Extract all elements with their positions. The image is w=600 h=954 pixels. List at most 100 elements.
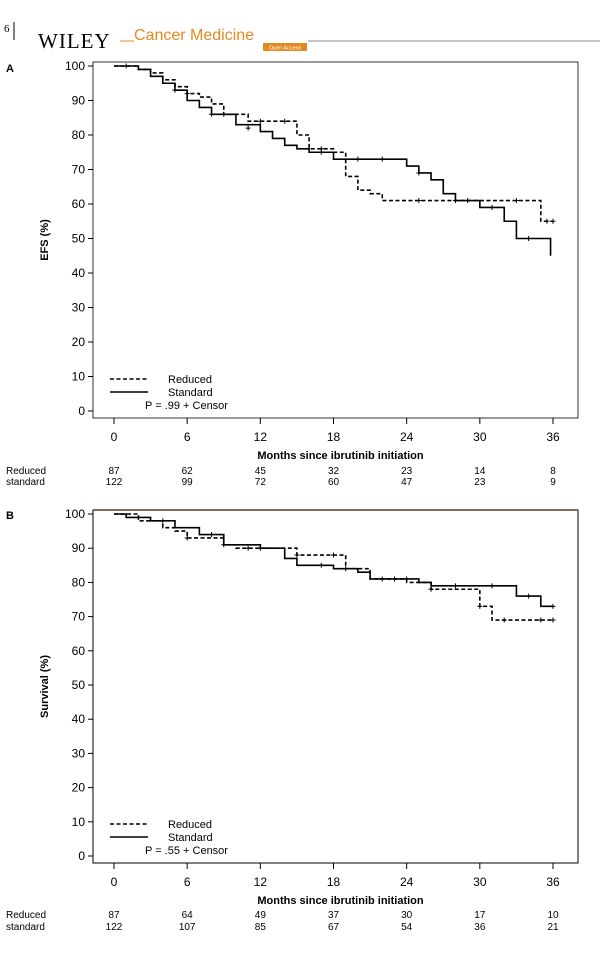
panel-a-y-tick-label: 10 bbox=[72, 370, 86, 384]
panel-a-series-standard-line bbox=[114, 65, 552, 256]
panel-a-risk-value: 62 bbox=[182, 466, 194, 477]
panel-b-series-reduced-censor bbox=[428, 586, 434, 592]
panel-b-label: B bbox=[6, 510, 14, 522]
panel-a-series-reduced-censor bbox=[416, 198, 422, 204]
panel-a-series-standard-censor bbox=[355, 156, 361, 162]
panel-b-series-standard-censor bbox=[379, 576, 385, 582]
panel-a-x-tick-label: 24 bbox=[400, 430, 414, 444]
panel-a-label: A bbox=[6, 63, 14, 75]
panel-b-risk-value: 49 bbox=[255, 910, 267, 921]
panel-a-series-reduced-censor bbox=[513, 198, 519, 204]
panel-b-x-tick-label: 6 bbox=[184, 875, 191, 889]
panel-b-x-tick-label: 30 bbox=[473, 875, 487, 889]
panel-b-series-standard-line bbox=[114, 513, 553, 608]
panel-b-x-tick-label: 12 bbox=[254, 875, 268, 889]
panel-b-risk-value: 87 bbox=[108, 910, 120, 921]
panel-b-series-reduced-censor bbox=[184, 535, 190, 541]
panel-a-x-tick-label: 6 bbox=[184, 430, 191, 444]
panel-a-series-standard-censor bbox=[465, 198, 471, 204]
panel-b-y-tick-label: 70 bbox=[72, 610, 86, 624]
panel-a-y-tick-label: 90 bbox=[72, 94, 86, 108]
panel-b-series-reduced-censor bbox=[550, 617, 556, 623]
panel-a-series-reduced-censor bbox=[544, 218, 550, 224]
panel-b-series-standard-censor bbox=[160, 518, 166, 524]
panel-a-series-reduced-censor bbox=[282, 118, 288, 124]
panel-b-plot-frame bbox=[92, 509, 579, 864]
panel-b-series-standard-censor bbox=[404, 576, 410, 582]
panel-b-series-standard-censor bbox=[209, 532, 215, 538]
panel-a-y-tick-label: 60 bbox=[72, 197, 86, 211]
panel-a-x-tick-label: 36 bbox=[546, 430, 560, 444]
panel-a-y-tick-label: 100 bbox=[65, 59, 85, 73]
panel-b-risk-value: 85 bbox=[255, 922, 267, 933]
panel-a-y-tick-label: 80 bbox=[72, 128, 86, 142]
panel-b-series-standard-censor bbox=[452, 583, 458, 589]
panel-b-risk-value: 37 bbox=[328, 910, 340, 921]
panel-a-risk-value: 9 bbox=[550, 477, 556, 488]
panel-b-y-tick-label: 60 bbox=[72, 644, 86, 658]
panel-b-y-tick-label: 90 bbox=[72, 541, 86, 555]
panel-a-series-standard-censor bbox=[526, 236, 532, 241]
panel-b-series-standard-censor bbox=[343, 566, 349, 572]
panel-b-risk-value: 107 bbox=[179, 922, 196, 933]
panel-a-y-tick-label: 50 bbox=[72, 232, 86, 246]
panel-b-y-axis-label: Survival (%) bbox=[39, 655, 51, 718]
panel-a-x-axis-label: Months since ibrutinib initiation bbox=[257, 450, 423, 462]
panel-b-risk-value: 30 bbox=[401, 910, 413, 921]
panel-a-risk-value: 45 bbox=[255, 466, 267, 477]
panel-b-x-tick-label: 0 bbox=[111, 875, 118, 889]
panel-b-series-standard-censor bbox=[526, 593, 532, 599]
panel-b-y-tick-label: 50 bbox=[72, 678, 86, 692]
panel-a-series-standard-censor bbox=[489, 204, 495, 210]
panel-b-y-tick-label: 0 bbox=[78, 849, 85, 863]
panel-b-legend-pvalue: P = .55 + Censor bbox=[145, 845, 228, 857]
panel-b-series-standard-censor bbox=[245, 545, 251, 551]
panel-a-risk-row-label: standard bbox=[6, 477, 45, 488]
panel-a-x-tick-label: 0 bbox=[111, 430, 118, 444]
panel-b-series-reduced-censor bbox=[501, 617, 507, 623]
panel-a-legend-reduced-label: Reduced bbox=[168, 374, 212, 386]
panel-a-y-tick-label: 20 bbox=[72, 335, 86, 349]
panel-b-x-tick-label: 24 bbox=[400, 875, 414, 889]
panel-b-y-tick-label: 80 bbox=[72, 575, 86, 589]
panel-a-risk-value: 60 bbox=[328, 477, 340, 488]
panel-b-risk-value: 10 bbox=[547, 910, 559, 921]
panel-a-risk-value: 14 bbox=[474, 466, 486, 477]
panel-b-series-standard-censor bbox=[489, 583, 495, 589]
panel-a-series-reduced-line bbox=[114, 65, 553, 223]
panel-a-risk-value: 72 bbox=[255, 477, 267, 488]
panel-a-risk-row-label: Reduced bbox=[6, 466, 46, 477]
panel-b-y-tick-label: 40 bbox=[72, 712, 86, 726]
publisher-logo: WILEY bbox=[38, 29, 111, 53]
panel-a-x-tick-label: 12 bbox=[254, 430, 268, 444]
panel-b-x-tick-label: 18 bbox=[327, 875, 341, 889]
panel-a-y-axis-label: EFS (%) bbox=[39, 219, 51, 261]
panel-b-series-reduced-censor bbox=[331, 552, 336, 558]
panel-b-y-tick-label: 30 bbox=[72, 746, 86, 760]
panel-b-series-standard-censor bbox=[318, 562, 324, 568]
panel-a-y-tick-label: 40 bbox=[72, 266, 86, 280]
panel-a-risk-value: 122 bbox=[106, 477, 123, 488]
panel-a-legend-pvalue: P = .99 + Censor bbox=[145, 400, 228, 412]
panel-a-y-tick-label: 0 bbox=[78, 404, 85, 418]
panel-a-series-standard-censor bbox=[172, 87, 178, 93]
panel-a-risk-value: 32 bbox=[328, 466, 340, 477]
panel-b-series-reduced-censor bbox=[477, 603, 483, 609]
panel-b-risk-value: 122 bbox=[106, 922, 123, 933]
panel-b-legend-reduced-label: Reduced bbox=[168, 819, 212, 831]
panel-a-series-reduced-censor bbox=[550, 218, 556, 224]
panel-b-y-tick-label: 100 bbox=[65, 507, 85, 521]
panel-b-x-tick-label: 36 bbox=[546, 875, 560, 889]
panel-b-legend-standard-label: Standard bbox=[168, 832, 213, 844]
panel-a-x-tick-label: 18 bbox=[327, 430, 341, 444]
panel-a-x-tick-label: 30 bbox=[473, 430, 487, 444]
panel-a-y-tick-label: 30 bbox=[72, 301, 86, 315]
panel-b-series-standard-censor bbox=[135, 514, 141, 520]
panel-a-plot-frame bbox=[92, 61, 579, 419]
panel-b-risk-value: 36 bbox=[474, 922, 486, 933]
panel-b-risk-value: 54 bbox=[401, 922, 413, 933]
panel-b-x-axis-label: Months since ibrutinib initiation bbox=[257, 895, 423, 907]
panel-a-series-standard-censor bbox=[209, 111, 215, 117]
